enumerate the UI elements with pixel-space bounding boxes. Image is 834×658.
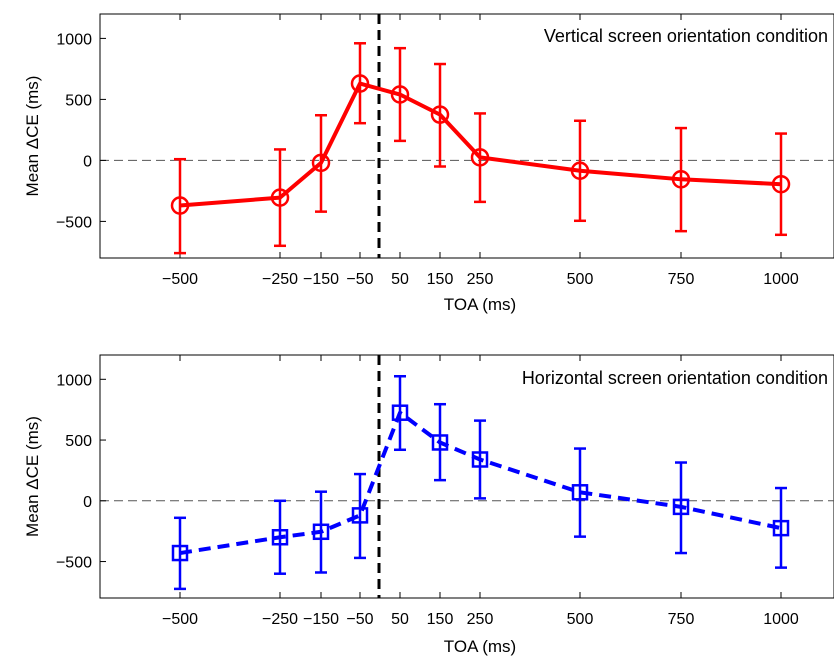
chart-panel-1: −500 0 500 1000 −500 −250 −150 −50 50 150 250 500 75… [23,13,834,314]
y-tick-label: −500 [56,555,92,572]
y-tick-label: 500 [65,92,92,109]
x-tick-label: 750 [668,611,695,628]
data-point [271,529,289,546]
data-point [312,523,330,541]
x-tick-label: 500 [567,611,594,628]
data-point [671,170,691,189]
y-axis-label: Mean ΔCE (ms) [23,416,42,537]
x-tick-label: 500 [567,271,594,288]
data-point [470,148,490,167]
data-point [771,174,791,194]
y-tick-label: 500 [65,433,92,450]
x-tick-label: 50 [391,611,409,628]
data-point [672,498,690,516]
x-tick-label: 1000 [763,611,799,628]
data-point [391,404,409,421]
x-tick-label: 150 [427,611,454,628]
y-axis-label: Mean ΔCE (ms) [23,76,42,197]
x-axis-label: TOA (ms) [444,295,516,314]
x-tick-label: −150 [303,271,339,288]
plot-area-frame [99,354,834,599]
x-tick-label: −50 [346,611,373,628]
x-tick-label: −500 [162,271,198,288]
data-series [170,42,791,255]
data-series [171,375,790,591]
x-tick-label: −50 [346,271,373,288]
x-tick-label: 250 [467,611,494,628]
data-point [390,85,410,104]
y-tick-label: 1000 [56,372,92,389]
data-point [170,196,190,215]
x-tick-label: 750 [668,271,695,288]
x-tick-label: −250 [262,271,298,288]
data-point [350,74,370,93]
series-line [179,410,782,556]
series-line [179,81,782,208]
data-point [311,153,331,173]
data-point [430,105,450,124]
data-point [171,544,189,562]
data-point [571,484,589,501]
y-tick-label: 0 [83,494,92,511]
data-point [270,188,290,207]
data-point [471,451,489,468]
x-tick-label: 50 [391,271,409,288]
x-tick-label: −150 [303,611,339,628]
x-axis-label: TOA (ms) [444,637,516,656]
x-tick-label: 1000 [763,271,799,288]
x-tick-label: −500 [162,611,198,628]
x-tick-label: 150 [427,271,454,288]
data-point [772,519,790,537]
y-tick-label: 0 [83,153,92,170]
data-point [570,161,590,181]
panel-title: Horizontal screen orientation condition [522,368,828,388]
y-tick-label: −500 [56,214,92,231]
plot-area-frame [99,13,834,259]
data-point [431,434,449,451]
x-tick-label: 250 [467,271,494,288]
y-tick-label: 1000 [56,31,92,48]
data-point [351,507,369,524]
x-tick-label: −250 [262,611,298,628]
panel-title: Vertical screen orientation condition [544,26,828,46]
chart-panel-2: −500 0 500 1000 −500 −250 −150 −50 50 150 250 500 75… [23,354,834,656]
